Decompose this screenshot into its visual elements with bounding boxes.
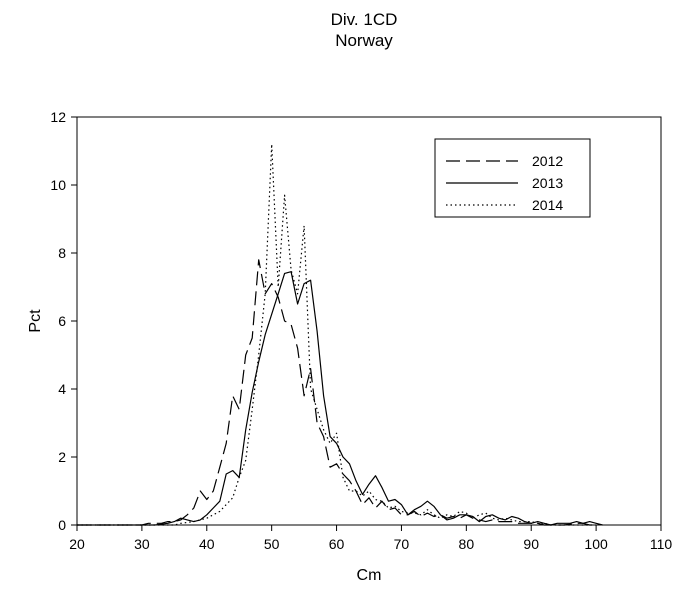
y-tick-label: 12 xyxy=(50,109,66,125)
y-tick-label: 8 xyxy=(58,245,66,261)
series-line-2014 xyxy=(77,143,597,526)
y-axis-label: Pct xyxy=(27,309,44,333)
legend-box xyxy=(434,138,591,218)
y-tick-label: 4 xyxy=(58,381,66,397)
y-tick-label: 2 xyxy=(58,449,66,465)
legend-label-2014: 2014 xyxy=(532,197,563,213)
legend-label-2012: 2012 xyxy=(532,153,563,169)
x-tick-label: 30 xyxy=(134,536,150,552)
x-tick-label: 40 xyxy=(199,536,215,552)
x-tick-label: 60 xyxy=(329,536,345,552)
series-layer xyxy=(77,143,603,526)
x-axis: 20 30 40 50 60 70 80 90 100 110 xyxy=(69,525,672,552)
legend: 2012 2013 2014 xyxy=(434,138,591,218)
x-tick-label: 50 xyxy=(264,536,280,552)
series-line-2012 xyxy=(77,259,597,526)
y-axis: 0 2 4 6 8 10 12 xyxy=(50,109,77,533)
x-tick-label: 70 xyxy=(394,536,410,552)
legend-label-2013: 2013 xyxy=(532,175,563,191)
series-line-2013 xyxy=(77,271,603,526)
x-tick-label: 100 xyxy=(584,536,608,552)
x-tick-label: 90 xyxy=(523,536,539,552)
chart-subtitle: Norway xyxy=(335,31,393,50)
x-axis-label: Cm xyxy=(357,567,382,584)
y-tick-label: 0 xyxy=(58,517,66,533)
x-tick-label: 20 xyxy=(69,536,85,552)
chart-title: Div. 1CD xyxy=(331,10,398,29)
y-tick-label: 10 xyxy=(50,177,66,193)
x-tick-label: 80 xyxy=(459,536,475,552)
x-tick-label: 110 xyxy=(650,536,673,552)
y-tick-label: 6 xyxy=(58,313,66,329)
